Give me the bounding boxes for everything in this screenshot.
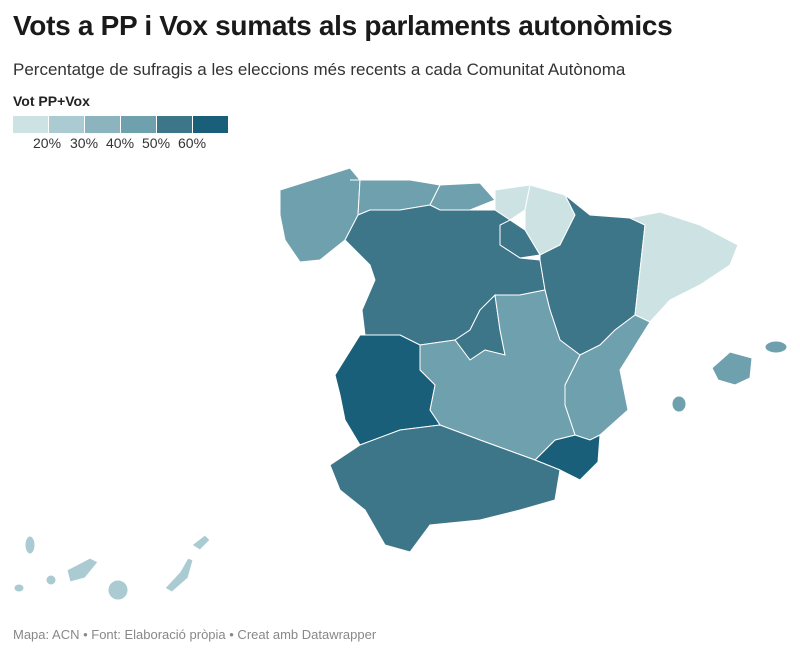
region-canarias-hierro[interactable] xyxy=(13,583,25,593)
region-cantabria[interactable] xyxy=(429,182,496,211)
legend-swatch xyxy=(85,116,120,133)
region-canarias-tenerife[interactable] xyxy=(66,557,99,583)
region-canarias-grancanaria[interactable] xyxy=(107,579,129,601)
legend-title: Vot PP+Vox xyxy=(13,93,90,109)
chart-title: Vots a PP i Vox sumats als parlaments au… xyxy=(13,10,673,41)
legend-tick: 20% xyxy=(33,135,62,151)
region-balears-menorca[interactable] xyxy=(764,340,788,354)
region-canarias-gomera[interactable] xyxy=(45,574,57,586)
legend-tick: 40% xyxy=(106,135,135,151)
region-andalusia[interactable] xyxy=(329,424,561,553)
chart-subtitle: Percentatge de sufragis a les eleccions … xyxy=(13,60,626,79)
region-catalonia[interactable] xyxy=(628,211,739,323)
region-extremadura[interactable] xyxy=(334,334,441,446)
legend-swatch xyxy=(157,116,192,133)
region-balears-ibiza[interactable] xyxy=(671,395,687,413)
region-balears-mallorca[interactable] xyxy=(711,351,753,386)
legend-tick: 30% xyxy=(70,135,99,151)
legend-tick: 50% xyxy=(142,135,171,151)
region-canarias-lanzarote[interactable] xyxy=(191,534,211,551)
legend-swatch xyxy=(121,116,156,133)
region-galicia[interactable] xyxy=(279,167,361,263)
region-canarias-fuerteventura[interactable] xyxy=(164,557,194,593)
legend-tick: 60% xyxy=(178,135,207,151)
legend-swatch xyxy=(49,116,84,133)
legend-swatch xyxy=(193,116,228,133)
footer-credits: Mapa: ACN • Font: Elaboració pròpia • Cr… xyxy=(13,627,377,642)
legend-swatch xyxy=(13,116,48,133)
region-canarias-lapalma[interactable] xyxy=(24,535,36,555)
legend-color-scale xyxy=(13,116,229,133)
